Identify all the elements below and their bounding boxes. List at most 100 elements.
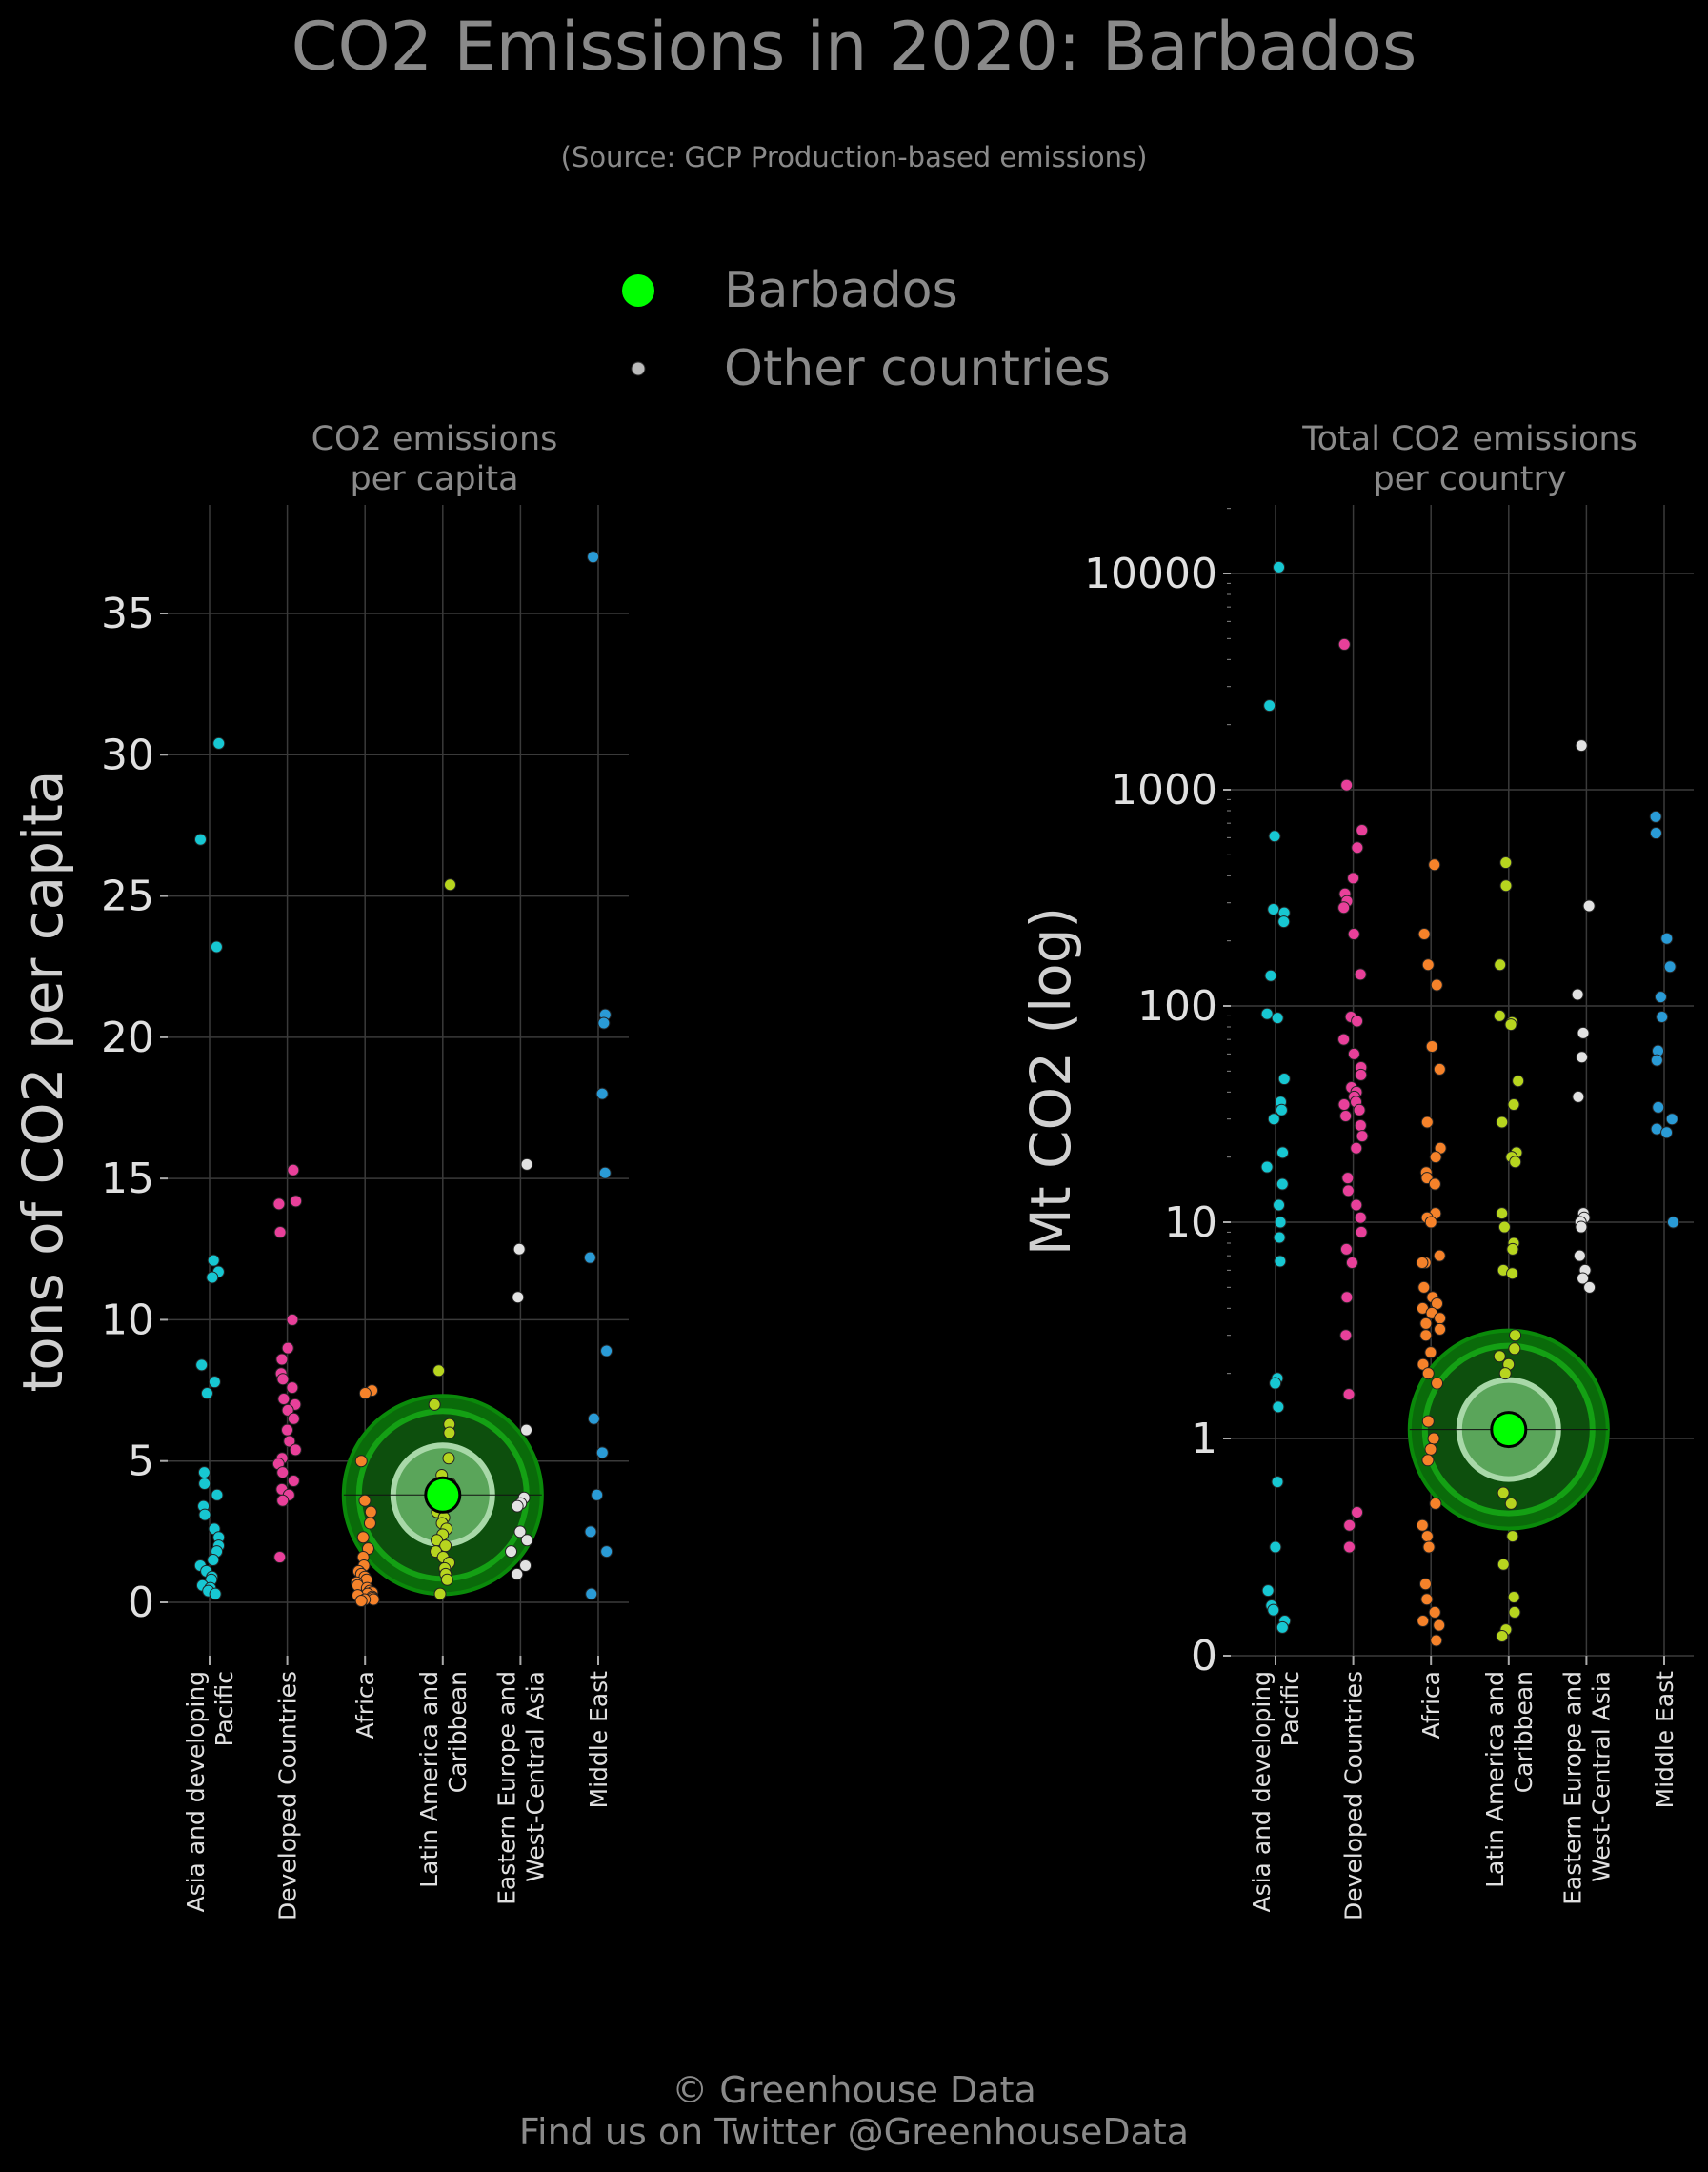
- data-point: [591, 1488, 604, 1501]
- data-point: [1575, 739, 1588, 753]
- data-point: [1509, 1156, 1522, 1169]
- data-point: [195, 1358, 209, 1372]
- data-point: [273, 1551, 287, 1564]
- data-point: [358, 1494, 372, 1507]
- data-point: [286, 1313, 299, 1326]
- data-point: [1276, 1177, 1289, 1191]
- data-point: [198, 1508, 211, 1521]
- x-tick-label: Asia and developingPacific: [1248, 1671, 1304, 1913]
- data-point: [290, 1195, 303, 1208]
- data-point: [211, 1488, 224, 1501]
- data-point: [1260, 1160, 1274, 1174]
- data-point: [356, 1531, 370, 1544]
- x-tick-label-line: Asia and developing: [182, 1671, 210, 1913]
- y-tick-label: 0: [1191, 1632, 1217, 1680]
- x-tick-label-line: West-Central Asia: [521, 1671, 549, 1882]
- y-tick-label: 100: [1137, 982, 1217, 1031]
- data-point: [520, 1157, 533, 1171]
- data-point: [1417, 928, 1431, 941]
- data-point: [1496, 1207, 1509, 1220]
- data-point: [1506, 1530, 1519, 1543]
- data-point: [442, 1452, 455, 1465]
- data-point: [1345, 1256, 1358, 1269]
- data-point: [1274, 1216, 1287, 1229]
- data-point: [1347, 928, 1360, 941]
- x-tick-label: Developed Countries: [1340, 1671, 1368, 1921]
- data-point: [1420, 1530, 1434, 1543]
- data-point: [1428, 1177, 1441, 1191]
- x-tick-label-line: Latin America and: [1481, 1671, 1509, 1888]
- data-point: [1264, 969, 1277, 982]
- data-point: [363, 1517, 376, 1530]
- data-point: [1347, 1047, 1360, 1060]
- y-tick-label: 35: [101, 590, 154, 638]
- data-point: [1418, 1578, 1432, 1591]
- data-point: [1341, 1184, 1355, 1197]
- data-point: [520, 1534, 533, 1547]
- data-point: [1267, 1603, 1280, 1617]
- y-tick-label: 10: [101, 1296, 154, 1344]
- y-tick-label: 1000: [1111, 766, 1217, 814]
- data-point: [1509, 1329, 1522, 1342]
- footer-copyright: © Greenhouse Data: [672, 2069, 1036, 2111]
- data-point: [354, 1455, 368, 1468]
- data-point: [272, 1197, 286, 1211]
- data-point: [1583, 1280, 1597, 1294]
- x-tick-label: Latin America andCaribbean: [415, 1671, 472, 1888]
- data-point: [1272, 1400, 1285, 1414]
- legend-item-barbados: Barbados: [619, 257, 958, 324]
- data-point: [1351, 841, 1364, 855]
- data-point: [289, 1443, 302, 1457]
- data-point: [1507, 1590, 1520, 1603]
- data-point: [1660, 932, 1674, 945]
- data-point: [1652, 1100, 1665, 1114]
- data-point: [200, 1387, 213, 1400]
- data-point: [1434, 1322, 1447, 1336]
- data-point: [1493, 1009, 1506, 1022]
- data-point: [1260, 1007, 1274, 1020]
- y-tick-label: 10000: [1084, 550, 1217, 598]
- data-point: [513, 1525, 527, 1538]
- x-tick-label: Developed Countries: [274, 1671, 302, 1921]
- data-point: [1339, 1329, 1353, 1342]
- data-point: [1507, 1097, 1520, 1111]
- data-point: [1356, 823, 1369, 836]
- x-tick-label-line: Pacific: [1276, 1671, 1304, 1746]
- data-point: [275, 1353, 289, 1366]
- data-point: [432, 1364, 446, 1378]
- panel-total: 0 1 10 100 1000 10000 Asia and developingPacif…: [1084, 505, 1694, 1921]
- data-point: [1417, 1615, 1430, 1628]
- data-point: [1572, 1090, 1585, 1103]
- data-point: [1654, 991, 1667, 1004]
- data-point: [1499, 879, 1513, 893]
- data-point: [1508, 1342, 1521, 1356]
- data-point: [1424, 1346, 1437, 1359]
- data-point: [1419, 1329, 1433, 1342]
- data-point: [1428, 858, 1441, 872]
- legend-item-other: Other countries: [619, 335, 1111, 402]
- data-point: [208, 1376, 221, 1389]
- data-point: [198, 1477, 211, 1490]
- data-point: [584, 1525, 597, 1538]
- highlight-point-barbados: [424, 1476, 462, 1514]
- x-tick-label-line: Africa: [352, 1671, 379, 1739]
- data-point: [281, 1423, 294, 1437]
- data-point: [276, 1373, 290, 1386]
- data-point: [1263, 699, 1276, 713]
- data-point: [600, 1344, 613, 1358]
- data-point: [1355, 1068, 1368, 1081]
- x-tick-label-line: Developed Countries: [274, 1671, 302, 1921]
- data-point: [1577, 1272, 1590, 1285]
- x-tick-label-line: Middle East: [585, 1671, 613, 1809]
- data-point: [585, 1587, 598, 1600]
- data-point: [206, 1271, 219, 1284]
- data-point: [1416, 1518, 1429, 1532]
- x-tick-label-line: West-Central Asia: [1587, 1671, 1615, 1882]
- data-point: [212, 736, 226, 750]
- data-point: [197, 1466, 211, 1479]
- data-point: [276, 1494, 290, 1507]
- data-point: [1339, 1109, 1353, 1122]
- data-point: [1420, 1593, 1434, 1606]
- data-point: [1575, 1220, 1588, 1234]
- data-point: [1571, 988, 1584, 1001]
